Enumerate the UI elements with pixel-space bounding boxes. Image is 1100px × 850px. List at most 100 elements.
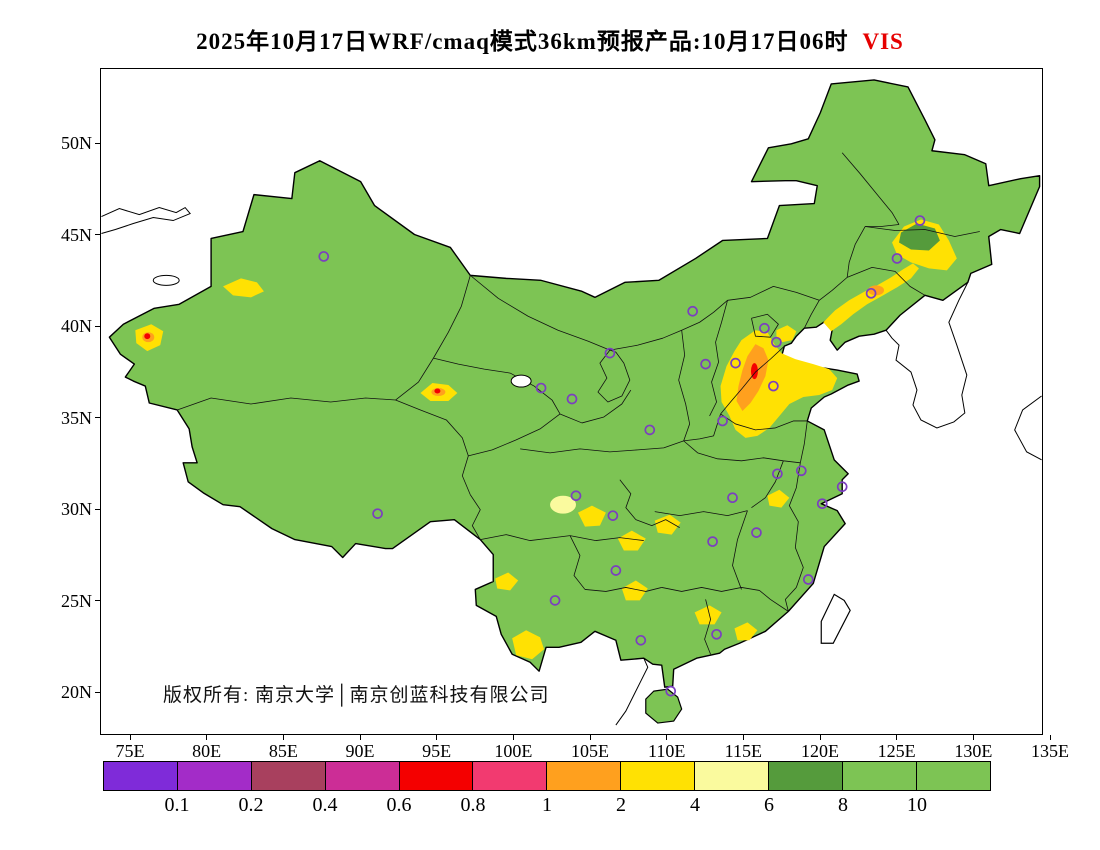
title-variable-label: VIS <box>862 29 904 54</box>
city-marker <box>700 358 711 370</box>
city-marker <box>771 336 782 348</box>
city-marker <box>891 253 903 264</box>
lon-tick-mark <box>742 735 744 740</box>
neighbor-coastlines <box>101 206 1042 726</box>
city-marker <box>644 424 656 436</box>
low-vis-patch <box>694 605 722 625</box>
lon-tick-label: 90E <box>345 741 375 761</box>
colorbar-level-label: 4 <box>690 794 700 816</box>
copyright-notice: 版权所有: 南京大学│南京创蓝科技有限公司 <box>163 685 550 706</box>
lon-tick-label: 115E <box>724 741 762 761</box>
lon-tick-label: 105E <box>571 741 609 761</box>
colorbar-cell <box>176 761 253 791</box>
low-vis-patch <box>654 514 681 535</box>
colorbar-cell <box>250 761 327 791</box>
city-marker <box>802 574 814 585</box>
lat-tick-mark <box>95 234 100 235</box>
lon-tick-label: 80E <box>192 741 222 761</box>
colorbar-level-label: 1 <box>542 794 552 816</box>
city-marker <box>914 215 926 226</box>
lon-tick-label: 110E <box>647 741 686 761</box>
low-vis-patch <box>734 622 758 641</box>
city-marker <box>711 628 722 640</box>
lon-tick-mark <box>972 735 974 740</box>
colorbar-level-label: 10 <box>907 794 927 816</box>
lon-tick-label: 120E <box>801 741 839 761</box>
city-marker <box>607 510 619 521</box>
lon-tick-mark <box>359 735 361 740</box>
city-marker <box>604 347 616 359</box>
lake-issykkul-outline <box>152 274 180 286</box>
lon-tick-mark <box>666 735 668 740</box>
city-marker <box>707 536 718 547</box>
city-marker <box>795 465 807 477</box>
lon-tick-mark <box>206 735 208 740</box>
low-vis-patch <box>868 285 885 296</box>
kyushu-coastline <box>1014 395 1042 461</box>
lon-tick-mark <box>819 735 821 740</box>
city-marker <box>836 481 848 493</box>
low-vis-patch <box>550 495 576 514</box>
colorbar-cell <box>767 761 844 791</box>
lat-tick-mark <box>95 142 100 144</box>
city-marker <box>816 498 828 510</box>
city-marker <box>566 393 578 405</box>
page-title: 2025年10月17日WRF/cmaq模式36km预报产品:10月17日06时 V… <box>0 22 1100 56</box>
lon-tick-label: 95E <box>422 741 452 761</box>
lon-tick-label: 85E <box>268 741 298 761</box>
low-vis-patch <box>621 580 648 601</box>
colorbar <box>103 761 992 791</box>
lat-tick-label: 20N <box>61 682 92 702</box>
colorbar-level-label: 8 <box>838 794 848 816</box>
lon-tick-label: 75E <box>115 741 145 761</box>
colorbar-level-label: 0.2 <box>238 794 264 816</box>
lon-tick-label: 100E <box>494 741 533 761</box>
lon-tick-mark <box>436 735 438 740</box>
city-marker <box>318 251 330 262</box>
city-marker <box>635 634 647 646</box>
lat-tick-label: 40N <box>61 316 92 336</box>
low-vis-patch <box>495 572 519 591</box>
colorbar-level-label: 2 <box>616 794 626 816</box>
low-vis-patch <box>577 505 606 527</box>
lat-tick-mark <box>95 508 100 510</box>
city-marker <box>687 305 698 317</box>
city-marker <box>772 468 783 480</box>
low-vis-patch <box>144 333 151 340</box>
colorbar-level-label: 0.4 <box>312 794 338 816</box>
low-vis-patch <box>512 630 545 660</box>
colorbar-level-label: 0.1 <box>164 794 190 816</box>
lon-tick-mark <box>129 735 131 740</box>
city-marker <box>610 565 622 576</box>
china-visibility-map <box>101 79 1042 726</box>
lon-tick-mark <box>589 735 591 740</box>
china-mainland <box>108 79 1041 688</box>
lon-tick-label: 135E <box>1031 741 1069 761</box>
city-marker <box>717 415 728 427</box>
colorbar-labels: 0.1 0.2 0.4 0.6 0.8 1 2 4 6 8 10 <box>103 794 991 820</box>
low-vis-patch <box>617 530 646 551</box>
map-plot-area <box>100 68 1043 735</box>
colorbar-cell <box>546 761 622 791</box>
city-marker <box>865 287 877 299</box>
colorbar-cell <box>103 761 179 791</box>
lon-tick-mark <box>896 735 898 740</box>
province-boundaries <box>177 152 980 655</box>
colorbar-cell <box>324 761 401 791</box>
colorbar-level-label: 0.6 <box>386 794 412 816</box>
lon-tick-mark <box>282 735 284 740</box>
city-marker <box>535 382 547 394</box>
city-marker <box>570 490 582 502</box>
lon-tick-mark <box>1049 735 1051 740</box>
lat-tick-mark <box>95 691 100 693</box>
lat-tick-label: 45N <box>61 224 92 245</box>
colorbar-cell <box>398 761 474 791</box>
qinghai-lake <box>510 374 532 388</box>
lon-tick-label: 125E <box>877 741 916 761</box>
lon-tick-label: 130E <box>954 741 993 761</box>
vietnam-coastline <box>615 658 649 726</box>
low-vis-patch <box>776 325 797 343</box>
korea-coastline <box>885 282 969 429</box>
lat-tick-label: 50N <box>61 133 92 153</box>
